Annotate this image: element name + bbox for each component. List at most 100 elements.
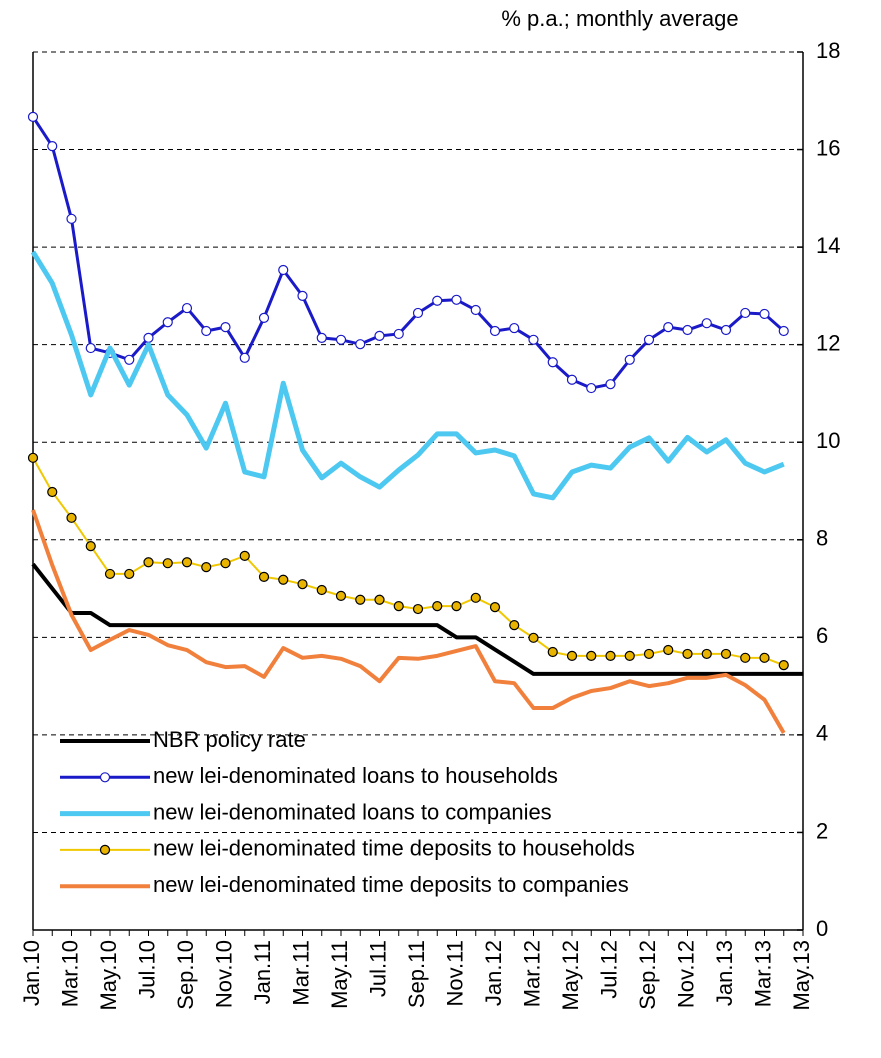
data-point <box>143 557 154 568</box>
data-point <box>643 334 655 345</box>
data-point <box>355 339 366 350</box>
data-point <box>393 601 404 612</box>
x-tick-label: May.12 <box>558 940 583 1011</box>
data-point <box>470 592 481 603</box>
series-line <box>30 250 785 501</box>
data-point <box>239 352 250 363</box>
data-point <box>201 325 212 337</box>
data-point <box>220 322 231 333</box>
data-point <box>432 601 443 612</box>
data-point <box>566 374 578 385</box>
data-point <box>451 294 462 305</box>
data-point <box>740 307 751 319</box>
data-point <box>335 590 347 601</box>
legend-marker <box>99 844 111 856</box>
data-point <box>335 334 347 345</box>
data-point <box>27 452 39 463</box>
data-point <box>759 308 770 320</box>
data-point <box>297 290 308 301</box>
data-point <box>701 648 712 660</box>
data-point <box>412 603 424 615</box>
x-tick-label: Mar.12 <box>519 940 544 1007</box>
data-point <box>663 322 674 333</box>
y-tick-label: 16 <box>816 135 840 160</box>
data-point <box>355 594 366 605</box>
data-point <box>586 382 597 394</box>
y-tick-label: 0 <box>816 916 828 941</box>
data-point <box>316 584 327 596</box>
y-tick-label: 6 <box>816 623 828 648</box>
data-point <box>470 304 481 316</box>
x-tick-label: Sep.11 <box>404 940 429 1008</box>
data-point <box>451 601 462 612</box>
y-tick-label: 2 <box>816 818 828 843</box>
data-point <box>85 342 96 354</box>
x-tick-label: May.10 <box>96 940 121 1011</box>
data-point <box>547 646 558 658</box>
x-tick-label: May.13 <box>789 940 814 1011</box>
data-point <box>720 648 732 660</box>
x-tick-label: Mar.13 <box>750 940 775 1007</box>
data-point <box>220 558 231 569</box>
x-tick-label: Nov.11 <box>442 940 467 1006</box>
x-tick-label: Jan.12 <box>481 940 506 1006</box>
series-line <box>31 116 785 390</box>
data-point <box>720 324 732 336</box>
data-point <box>47 141 58 152</box>
series-line <box>31 562 803 676</box>
data-point <box>278 264 289 276</box>
data-point <box>489 325 501 337</box>
x-tick-label: Mar.10 <box>57 940 82 1007</box>
y-axis-unit: % p.a.; monthly average <box>501 6 738 31</box>
data-point <box>258 312 270 323</box>
legend-label: new lei-denominated loans to companies <box>153 799 552 824</box>
data-point <box>201 561 212 573</box>
data-point <box>509 620 520 631</box>
data-point <box>66 512 77 523</box>
x-tick-label: May.11 <box>327 940 352 1009</box>
data-point <box>47 486 58 498</box>
data-point <box>605 650 616 661</box>
data-point <box>643 648 655 660</box>
y-tick-label: 8 <box>816 526 828 551</box>
data-point <box>682 324 693 336</box>
data-point <box>412 307 424 319</box>
data-point <box>297 579 308 590</box>
data-point <box>124 568 135 580</box>
x-tick-label: Jan.11 <box>250 940 275 1004</box>
data-point <box>778 325 789 337</box>
x-tick-label: Nov.12 <box>673 940 698 1008</box>
legend-label: new lei-denominated time deposits to hou… <box>153 836 635 861</box>
data-point <box>778 660 789 671</box>
legend-marker <box>99 772 111 783</box>
legend-label: new lei-denominated time deposits to com… <box>153 872 629 897</box>
data-point <box>374 594 385 605</box>
data-point <box>528 632 539 643</box>
series-line <box>31 509 786 734</box>
data-point <box>663 644 674 656</box>
data-point <box>547 357 558 368</box>
x-tick-label: Sep.12 <box>635 940 660 1010</box>
x-tick-label: Jul.12 <box>596 940 621 999</box>
data-point <box>124 354 135 365</box>
x-tick-label: Jan.13 <box>712 940 737 1006</box>
data-point <box>162 558 173 569</box>
x-tick-label: Jul.11 <box>365 940 390 997</box>
x-tick-label: Jul.10 <box>134 940 159 999</box>
legend-label: NBR policy rate <box>153 727 306 752</box>
data-point <box>162 317 173 328</box>
y-tick-label: 14 <box>816 233 840 258</box>
y-tick-label: 18 <box>816 38 840 63</box>
data-point <box>258 571 270 582</box>
data-point <box>104 568 116 580</box>
data-point <box>85 541 96 552</box>
data-point <box>239 550 250 561</box>
series-line <box>32 457 785 667</box>
data-point <box>278 574 289 585</box>
data-point <box>682 648 693 660</box>
y-tick-label: 4 <box>816 721 828 746</box>
data-point <box>605 379 616 390</box>
data-point <box>701 318 712 329</box>
x-tick-label: Jan.10 <box>19 940 44 1006</box>
